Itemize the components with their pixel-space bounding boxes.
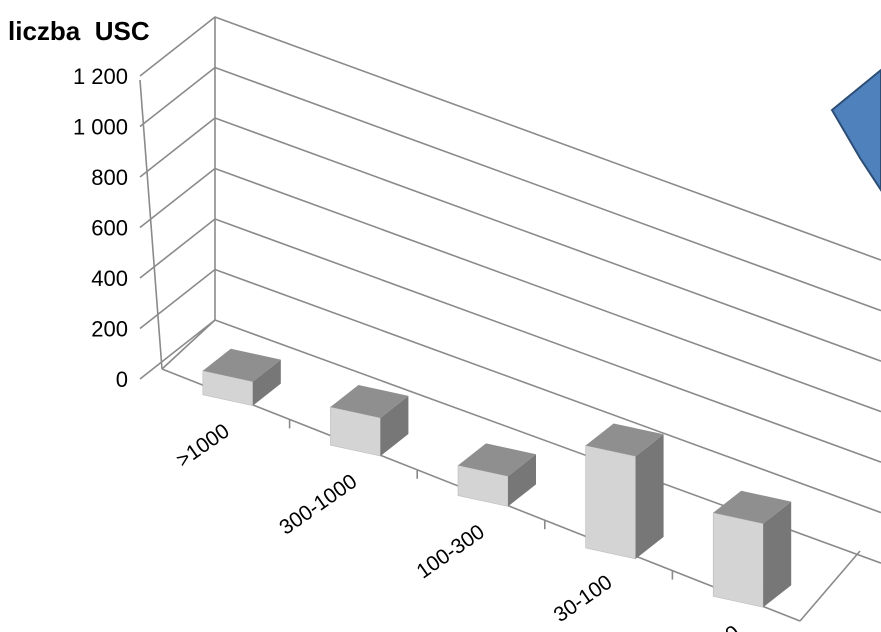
bar-side-0 [252, 359, 281, 406]
bars [202, 348, 792, 608]
bar-top-4 [713, 490, 792, 524]
decorative-pentagon-shape [830, 68, 881, 192]
gridline-2 [139, 218, 881, 463]
bar-2 [457, 443, 536, 507]
bar-top-2 [458, 443, 536, 477]
bar-side-2 [508, 454, 536, 507]
x-tick-label-3: 30-100 [550, 571, 617, 627]
bar-top-0 [202, 348, 281, 382]
bar-front-3 [585, 445, 636, 560]
bar-side-1 [380, 395, 409, 457]
x-tick-label-4: <30 [702, 621, 744, 632]
y-tick-label-4: 800 [91, 165, 128, 190]
y-tick-label-5: 1 000 [73, 115, 128, 140]
bar-top-3 [585, 423, 664, 457]
bar-1 [330, 384, 409, 457]
x-tick-label-1: 300-1000 [275, 470, 361, 540]
bar-side-4 [763, 501, 792, 608]
bar-0 [202, 348, 281, 407]
y-tick-label-6: 1 200 [73, 64, 128, 89]
y-tick-label-0: 0 [116, 367, 128, 392]
y-tick-label-3: 600 [91, 216, 128, 241]
x-tick-label-0: >1000 [172, 419, 234, 472]
bar-4 [712, 490, 792, 608]
y-axis-label: liczba USC [8, 16, 150, 46]
bar-side-3 [635, 434, 664, 559]
gridline-4 [139, 117, 881, 362]
bar-top-1 [330, 384, 409, 418]
gridline-5 [139, 66, 881, 312]
bar-3 [585, 423, 664, 560]
bar-front-4 [712, 512, 764, 608]
x-tick-label-2: 100-300 [413, 520, 489, 583]
side-wall-left-edge [139, 79, 163, 370]
gridline-6 [139, 16, 881, 261]
floor-right-edge [799, 550, 861, 622]
y-tick-label-1: 200 [91, 317, 128, 342]
y-axis-tick-labels: 0 200 400 600 800 1 000 1 200 [73, 64, 128, 392]
y-tick-label-2: 400 [91, 266, 128, 291]
floor-left-edge [161, 319, 216, 370]
